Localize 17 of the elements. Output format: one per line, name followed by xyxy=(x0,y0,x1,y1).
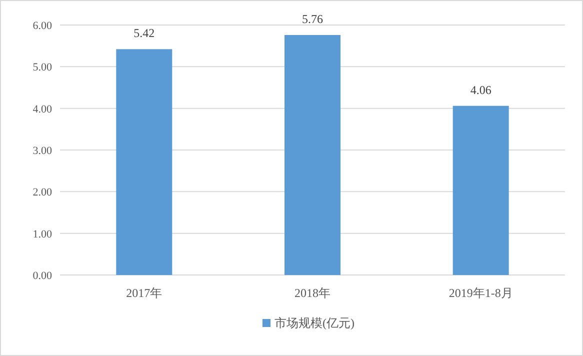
bar xyxy=(284,35,340,275)
bar xyxy=(116,49,172,275)
data-label: 5.76 xyxy=(302,12,323,26)
data-label: 4.06 xyxy=(470,82,492,97)
y-tick-label: 6.00 xyxy=(32,20,52,32)
y-tick-label: 3.00 xyxy=(32,145,52,157)
bar xyxy=(452,106,509,275)
x-tick-label: 2017年 xyxy=(126,286,162,300)
x-tick-label: 2018年 xyxy=(294,286,330,300)
y-tick-label: 2.00 xyxy=(32,186,52,199)
y-tick-label: 0.00 xyxy=(32,270,52,282)
legend-label: 市场规模(亿元) xyxy=(274,316,354,330)
y-tick-label: 5.00 xyxy=(32,62,52,74)
x-tick-label: 2019年1-8月 xyxy=(448,286,513,300)
y-tick-label: 1.00 xyxy=(32,228,52,240)
data-label: 5.42 xyxy=(134,26,155,40)
y-tick-label: 4.00 xyxy=(32,103,52,116)
